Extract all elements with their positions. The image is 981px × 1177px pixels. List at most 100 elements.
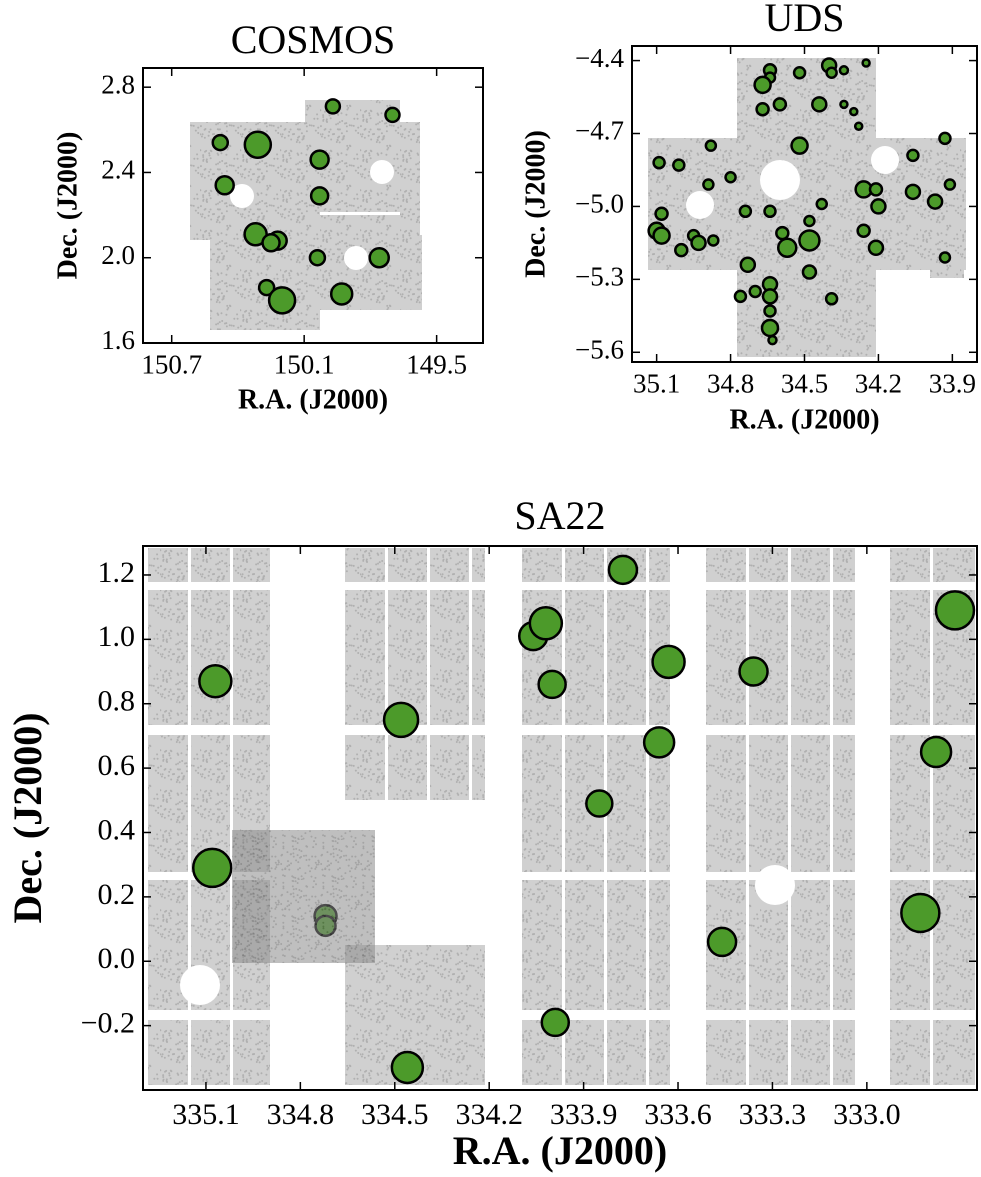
footprint-tile xyxy=(522,548,670,582)
source-marker xyxy=(585,789,614,818)
y-axis-label: Dec. (J2000) xyxy=(5,712,50,923)
source-marker xyxy=(702,178,715,191)
source-marker xyxy=(739,256,757,274)
x-tick-label: 335.1 xyxy=(172,1098,240,1131)
source-marker xyxy=(324,98,342,115)
source-marker xyxy=(900,892,941,934)
x-tick-label: 334.2 xyxy=(455,1098,523,1131)
footprint-gap xyxy=(562,735,565,872)
footprint-gap xyxy=(188,735,191,872)
footprint-gap xyxy=(385,548,388,582)
source-marker xyxy=(798,229,821,252)
plot-frame xyxy=(142,545,978,1091)
x-tick-label: 333.0 xyxy=(833,1098,901,1131)
source-marker xyxy=(654,206,669,221)
source-marker xyxy=(706,926,738,958)
x-axis-label: R.A. (J2000) xyxy=(453,1128,667,1173)
footprint-tile xyxy=(522,880,670,1010)
source-marker xyxy=(690,234,707,252)
footprint xyxy=(190,100,422,330)
source-marker xyxy=(790,136,809,155)
source-marker xyxy=(753,75,772,95)
footprint-gap xyxy=(788,735,791,872)
source-marker xyxy=(309,186,330,206)
footprint-gap xyxy=(746,590,749,725)
source-marker xyxy=(267,286,297,315)
source-marker xyxy=(738,204,753,219)
footprint-hole xyxy=(180,965,220,1005)
footprint-gap xyxy=(788,1020,791,1085)
source-marker xyxy=(792,65,807,80)
source-marker xyxy=(198,663,233,699)
source-marker xyxy=(748,284,762,299)
source-marker xyxy=(811,96,828,113)
footprint-gap xyxy=(427,590,430,725)
y-tick-label: −5.3 xyxy=(575,262,624,292)
source-marker xyxy=(839,99,849,110)
x-axis-label: R.A. (J2000) xyxy=(729,404,879,435)
footprint-gap xyxy=(646,880,649,1010)
source-marker xyxy=(815,197,828,211)
source-marker xyxy=(672,158,686,172)
footprint-gap xyxy=(830,548,833,582)
x-tick-label: 34.8 xyxy=(707,369,754,399)
source-marker xyxy=(838,65,850,76)
footprint-gap xyxy=(646,548,649,582)
footprint-gap xyxy=(788,880,791,1010)
source-marker xyxy=(368,246,390,269)
footprint-tile xyxy=(345,590,485,725)
y-tick-label: 1.0 xyxy=(98,620,136,653)
source-marker xyxy=(528,606,564,641)
footprint-gap xyxy=(562,1020,565,1085)
source-marker xyxy=(760,318,780,338)
source-marker xyxy=(904,183,922,201)
x-tick-label: 35.1 xyxy=(633,369,680,399)
y-tick-label: 1.6 xyxy=(101,325,135,355)
y-tick-label: 0.6 xyxy=(98,749,136,782)
x-axis-label: R.A. (J2000) xyxy=(238,384,388,415)
source-marker xyxy=(906,148,920,163)
footprint-gap xyxy=(427,735,430,800)
source-marker xyxy=(707,234,720,247)
source-marker xyxy=(652,155,666,170)
chart-title: UDS xyxy=(764,0,844,40)
footprint-gap xyxy=(830,880,833,1010)
source-marker xyxy=(191,847,233,889)
x-tick-label: 150.1 xyxy=(274,350,335,380)
source-marker xyxy=(763,204,777,219)
x-tick-label: 334.5 xyxy=(361,1098,429,1131)
source-marker xyxy=(763,304,777,318)
footprint-gap xyxy=(930,880,933,1010)
chart-title: SA22 xyxy=(514,493,605,538)
y-tick-label: −5.6 xyxy=(575,334,624,364)
footprint-gap xyxy=(746,735,749,872)
y-axis-label: Dec. (J2000) xyxy=(52,132,83,280)
source-marker xyxy=(824,292,839,306)
y-tick-label: 0.8 xyxy=(98,685,136,718)
footprint-gap xyxy=(188,1020,191,1085)
footprint xyxy=(648,58,966,357)
source-marker xyxy=(329,282,354,306)
footprint-tile xyxy=(148,1020,270,1085)
footprint-gap xyxy=(562,548,565,582)
footprint-gap xyxy=(604,1020,607,1085)
footprint-gap xyxy=(746,1020,749,1085)
source-marker xyxy=(384,106,401,124)
source-marker xyxy=(801,264,818,280)
source-marker xyxy=(943,178,957,191)
source-marker xyxy=(540,1007,571,1038)
footprint-tile xyxy=(148,548,270,582)
footprint-gap xyxy=(562,590,565,725)
footprint-gap xyxy=(930,1020,933,1085)
source-marker xyxy=(243,130,273,159)
source-marker xyxy=(537,669,567,700)
footprint-tile xyxy=(345,735,485,800)
y-axis-label: Dec. (J2000) xyxy=(520,130,551,278)
source-marker xyxy=(257,278,276,297)
footprint-gap xyxy=(469,548,472,582)
source-marker xyxy=(938,251,952,264)
footprint-gap xyxy=(230,1020,233,1085)
footprint-gap xyxy=(230,880,233,1010)
source-marker xyxy=(777,237,798,259)
